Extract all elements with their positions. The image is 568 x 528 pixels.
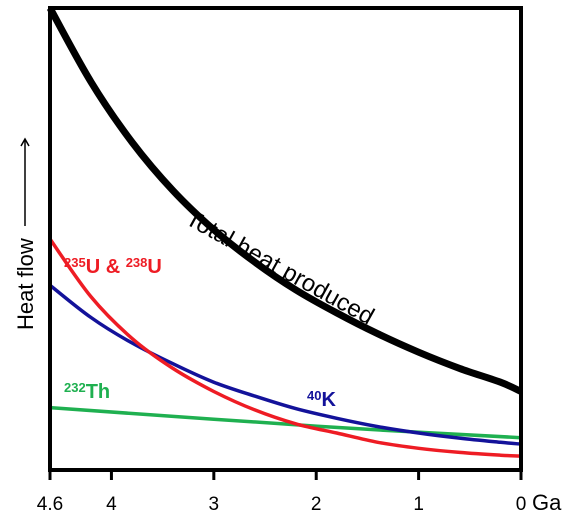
curve-total — [46, 6, 523, 395]
x-tick-label: 4 — [106, 494, 117, 515]
x-tick-label: 0 — [516, 494, 527, 515]
curve-thorium — [49, 405, 522, 440]
y-axis-label: Heat flow — [13, 238, 38, 330]
x-tick-label: 4.6 — [37, 494, 63, 515]
x-tick-label: 3 — [209, 494, 220, 515]
y-axis-label-group: Heat flow — [13, 137, 38, 330]
x-tick-label: 2 — [311, 494, 322, 515]
label-thorium: 232Th — [64, 380, 110, 403]
curve-uranium — [48, 237, 522, 458]
curve-potassium — [48, 283, 522, 446]
label-total-heat: Total heat produced — [181, 205, 378, 331]
curves-layer — [46, 6, 523, 458]
x-ticks-layer: 4.6 4 3 2 1 0 — [37, 470, 527, 515]
label-uranium: 235U & 238U — [64, 255, 162, 278]
label-potassium: 40K — [307, 388, 336, 411]
x-tick-label: 1 — [413, 494, 424, 515]
plot-frame — [48, 6, 523, 472]
y-axis-arrow-head — [20, 137, 30, 147]
x-axis-unit-label: Ga — [532, 490, 562, 515]
